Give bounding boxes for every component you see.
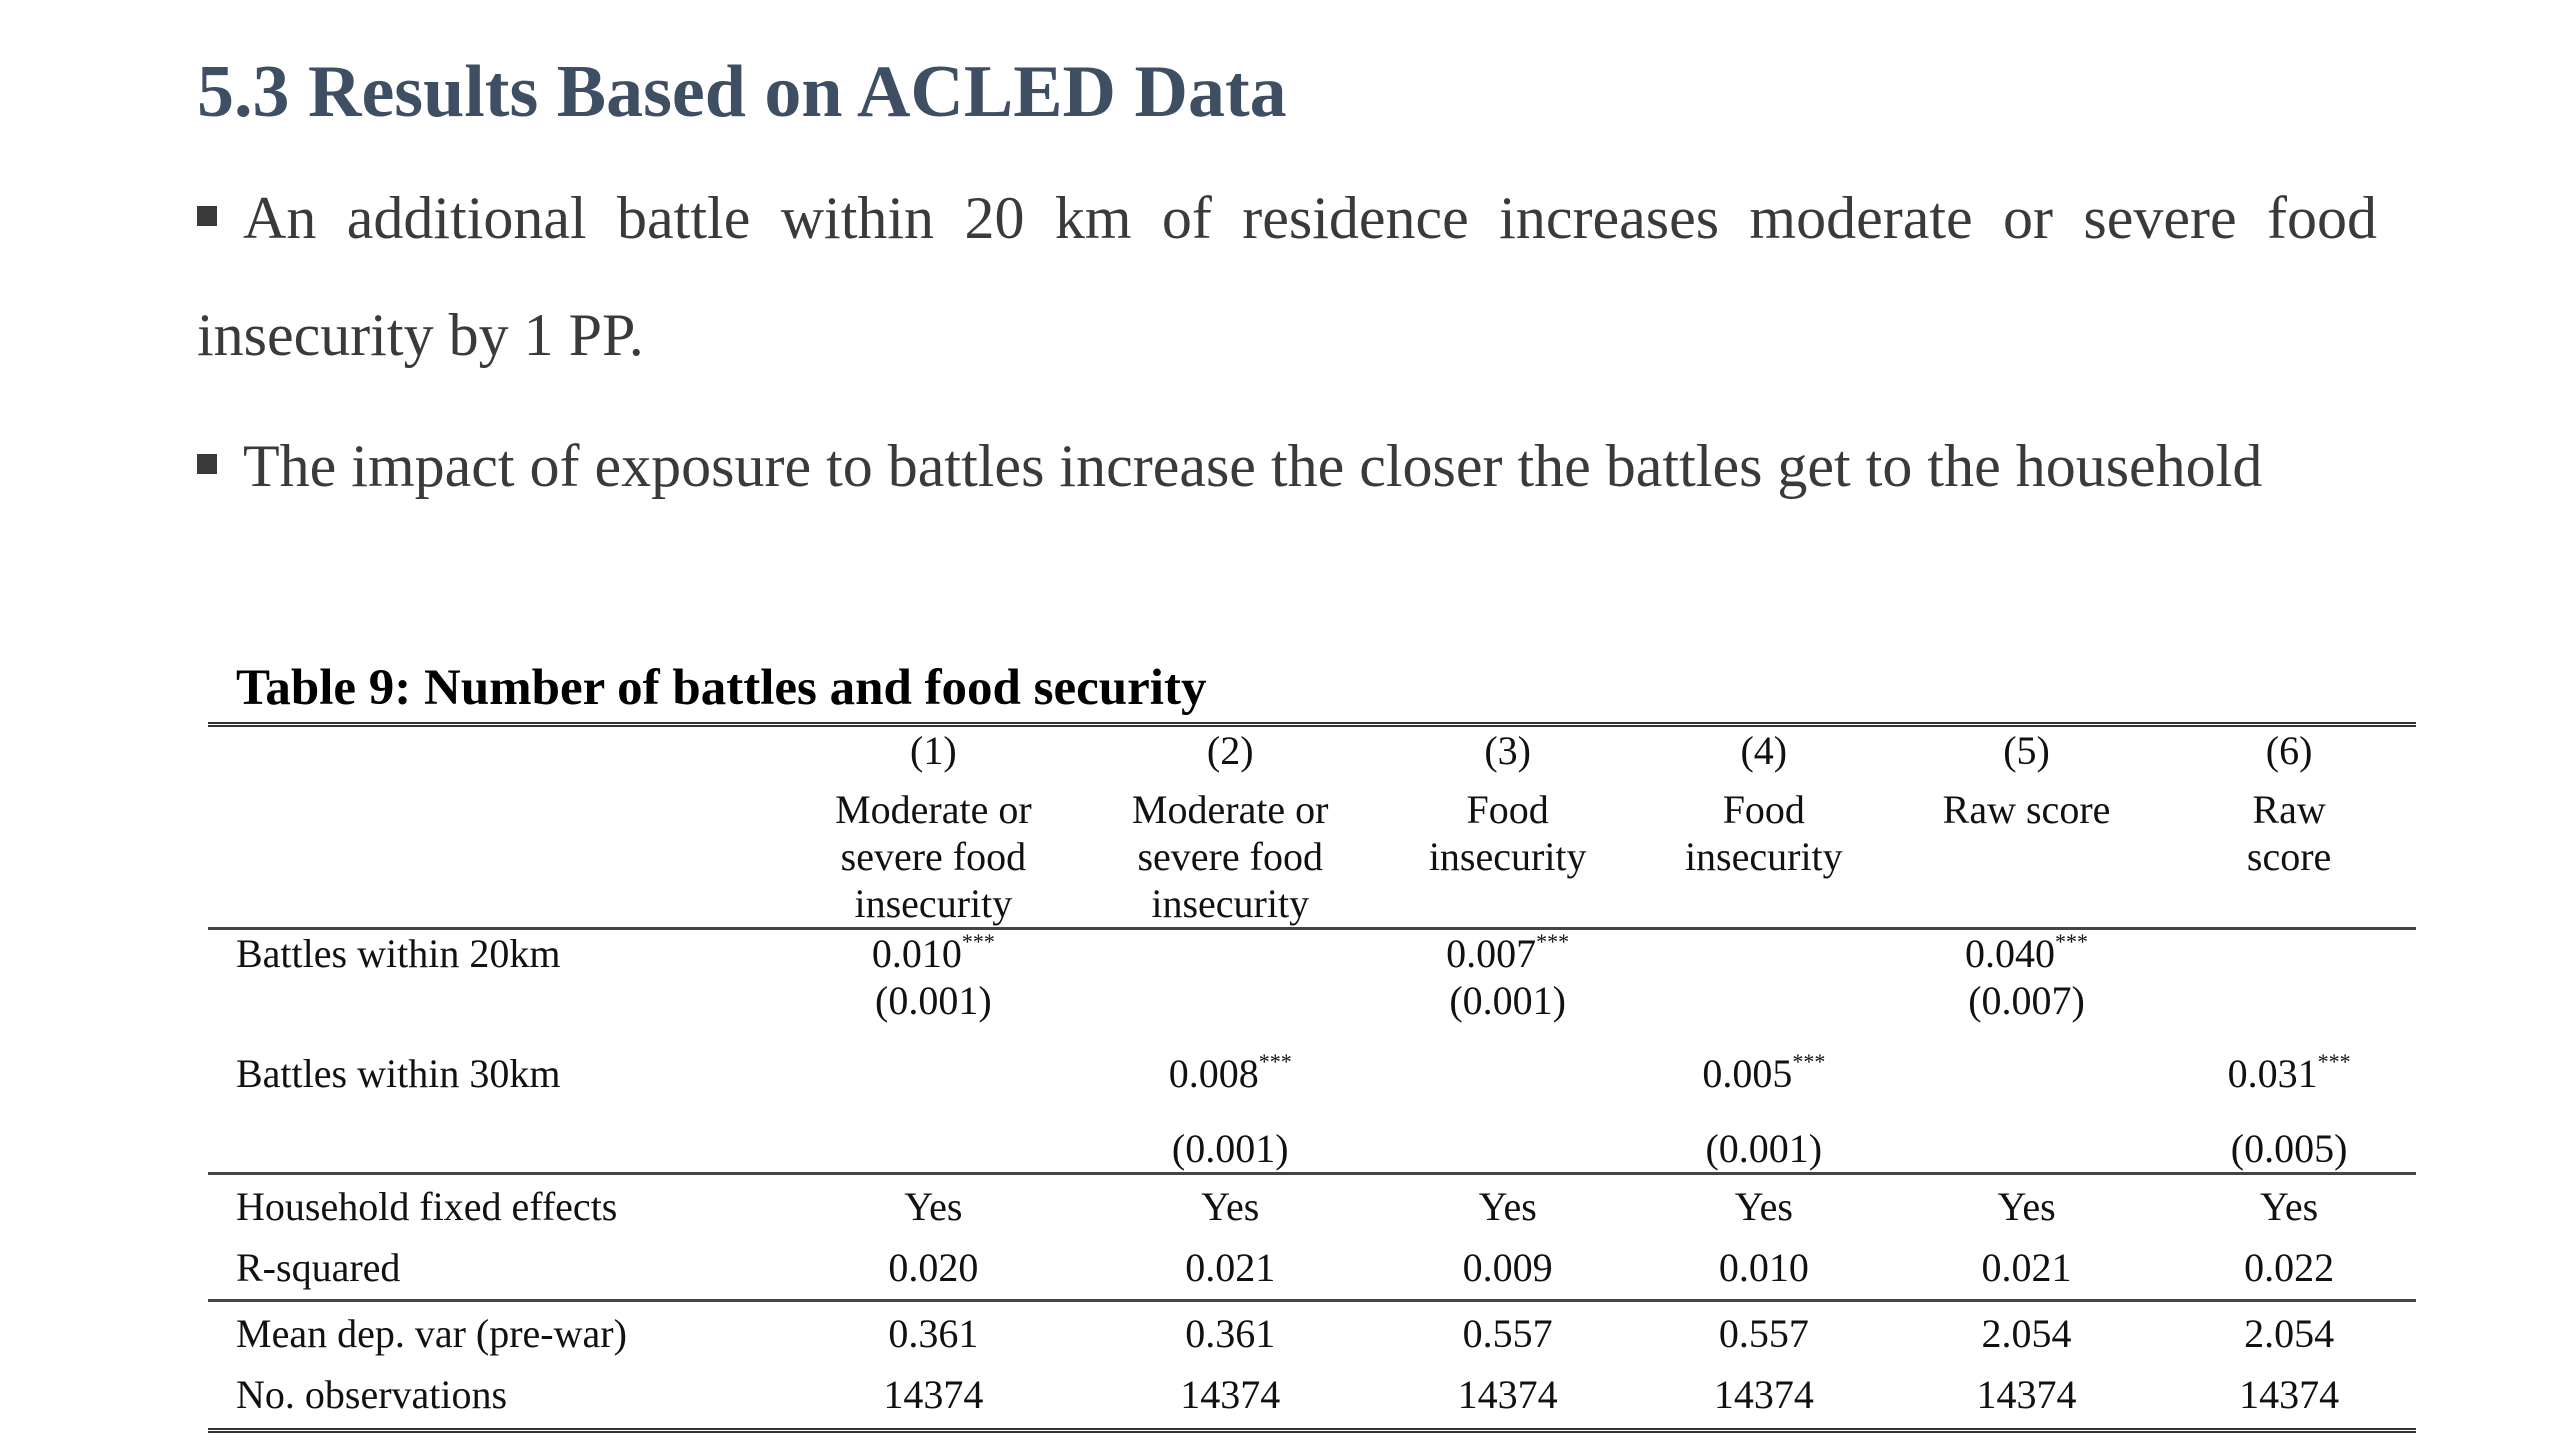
- table-caption: Table 9: Number of battles and food secu…: [236, 660, 1207, 716]
- se-cell: (0.007): [1968, 978, 2085, 1023]
- coef-cell: 0.005***: [1702, 1048, 1826, 1096]
- table-row-se: (0.001) (0.001) (0.007): [208, 977, 2416, 1024]
- bullet-item: An additional battle within 20 km of res…: [197, 160, 2377, 394]
- bullet-text: An additional battle within 20 km of res…: [197, 185, 2377, 368]
- row-label: R-squared: [236, 1245, 401, 1290]
- coef-cell: 0.007***: [1446, 928, 1570, 976]
- header-spacer: [208, 774, 785, 929]
- coef-cell: [1637, 929, 1891, 978]
- row-label-empty: [208, 977, 785, 1024]
- se-cell: [785, 1097, 1082, 1174]
- column-number: (2): [1206, 728, 1254, 773]
- value-cell: 0.361: [1185, 1311, 1276, 1356]
- value-cell: 0.009: [1462, 1245, 1553, 1290]
- value-cell: Yes: [2259, 1184, 2319, 1229]
- coef-cell: [1891, 1024, 2162, 1097]
- se-cell: [1379, 1097, 1637, 1174]
- value-cell: 0.021: [1981, 1245, 2072, 1290]
- bullet-item: The impact of exposure to battles increa…: [197, 408, 2377, 525]
- column-header: Moderate or severe food insecurity: [1131, 787, 1329, 926]
- header-spacer: [208, 725, 785, 775]
- se-cell: [1082, 977, 1379, 1024]
- value-cell: Yes: [1478, 1184, 1537, 1229]
- table-row: Household fixed effects Yes Yes Yes Yes …: [208, 1173, 2416, 1231]
- coef-cell: [2162, 929, 2416, 978]
- coef-cell: [1379, 1024, 1637, 1097]
- row-label: Battles within 30km: [236, 1051, 561, 1096]
- coef-cell: [785, 1024, 1082, 1097]
- se-cell: (0.001): [1705, 1126, 1823, 1171]
- se-cell: (0.001): [1171, 1126, 1289, 1171]
- row-label: Battles within 20km: [236, 931, 561, 976]
- table-row: Mean dep. var (pre-war) 0.361 0.361 0.55…: [208, 1300, 2416, 1358]
- table-row: Battles within 30km 0.008*** 0.005*** 0.…: [208, 1024, 2416, 1097]
- slide-title: 5.3 Results Based on ACLED Data: [197, 51, 1287, 133]
- row-label-empty: [208, 1097, 785, 1174]
- se-cell: [1891, 1097, 2162, 1174]
- column-header-row: Moderate or severe food insecurity Moder…: [208, 774, 2416, 929]
- column-number: (4): [1740, 728, 1788, 773]
- column-header: Food insecurity: [1428, 787, 1587, 879]
- value-cell: 14374: [1976, 1372, 2077, 1417]
- value-cell: 0.010: [1718, 1245, 1809, 1290]
- regression-table: (1) (2) (3) (4) (5) (6) Moderate or seve…: [208, 722, 2416, 1433]
- column-number: (1): [910, 728, 957, 773]
- value-cell: 14374: [883, 1372, 984, 1417]
- bullet-text: The impact of exposure to battles increa…: [243, 433, 2263, 499]
- value-cell: Yes: [904, 1184, 963, 1229]
- se-cell: (0.001): [875, 978, 992, 1023]
- column-header: Raw score: [1942, 787, 2111, 832]
- table-row-se: (0.001) (0.001) (0.005): [208, 1097, 2416, 1174]
- se-cell: [1637, 977, 1891, 1024]
- value-cell: 14374: [1180, 1372, 1281, 1417]
- value-cell: 14374: [1457, 1372, 1558, 1417]
- coef-cell: [1082, 929, 1379, 978]
- value-cell: 14374: [2239, 1372, 2340, 1417]
- column-header: Food insecurity: [1684, 787, 1843, 879]
- value-cell: 2.054: [1981, 1311, 2072, 1356]
- row-label: No. observations: [236, 1372, 508, 1417]
- value-cell: 0.361: [888, 1311, 979, 1356]
- se-cell: (0.005): [2230, 1126, 2348, 1171]
- square-bullet-icon: [197, 206, 217, 227]
- value-cell: 2.054: [2244, 1311, 2335, 1356]
- value-cell: 14374: [1713, 1372, 1814, 1417]
- column-number: (6): [2265, 728, 2313, 773]
- row-label: Household fixed effects: [236, 1184, 618, 1229]
- value-cell: 0.557: [1718, 1311, 1809, 1356]
- coef-cell: 0.040***: [1965, 928, 2089, 976]
- value-cell: 0.022: [2244, 1245, 2335, 1290]
- square-bullet-icon: [197, 454, 217, 475]
- value-cell: 0.557: [1462, 1311, 1553, 1356]
- value-cell: Yes: [1997, 1184, 2056, 1229]
- value-cell: Yes: [1734, 1184, 1793, 1229]
- value-cell: 0.020: [888, 1245, 979, 1290]
- column-number: (3): [1484, 728, 1531, 773]
- table-row: No. observations 14374 14374 14374 14374…: [208, 1357, 2416, 1431]
- value-cell: 0.021: [1185, 1245, 1276, 1290]
- table-row: R-squared 0.020 0.021 0.009 0.010 0.021 …: [208, 1230, 2416, 1301]
- se-cell: (0.001): [1449, 978, 1566, 1023]
- value-cell: Yes: [1201, 1184, 1260, 1229]
- table-row: Battles within 20km 0.010*** 0.007*** 0.…: [208, 928, 2416, 978]
- coef-cell: 0.010***: [871, 928, 995, 976]
- column-header: Moderate or severe food insecurity: [835, 787, 1032, 926]
- row-label: Mean dep. var (pre-war): [236, 1311, 627, 1356]
- se-cell: [2162, 977, 2416, 1024]
- column-number: (5): [2003, 728, 2050, 773]
- coef-cell: 0.031***: [2227, 1048, 2351, 1096]
- column-header: Raw score: [2246, 787, 2332, 879]
- coef-cell: 0.008***: [1168, 1048, 1292, 1096]
- column-number-row: (1) (2) (3) (4) (5) (6): [208, 724, 2416, 775]
